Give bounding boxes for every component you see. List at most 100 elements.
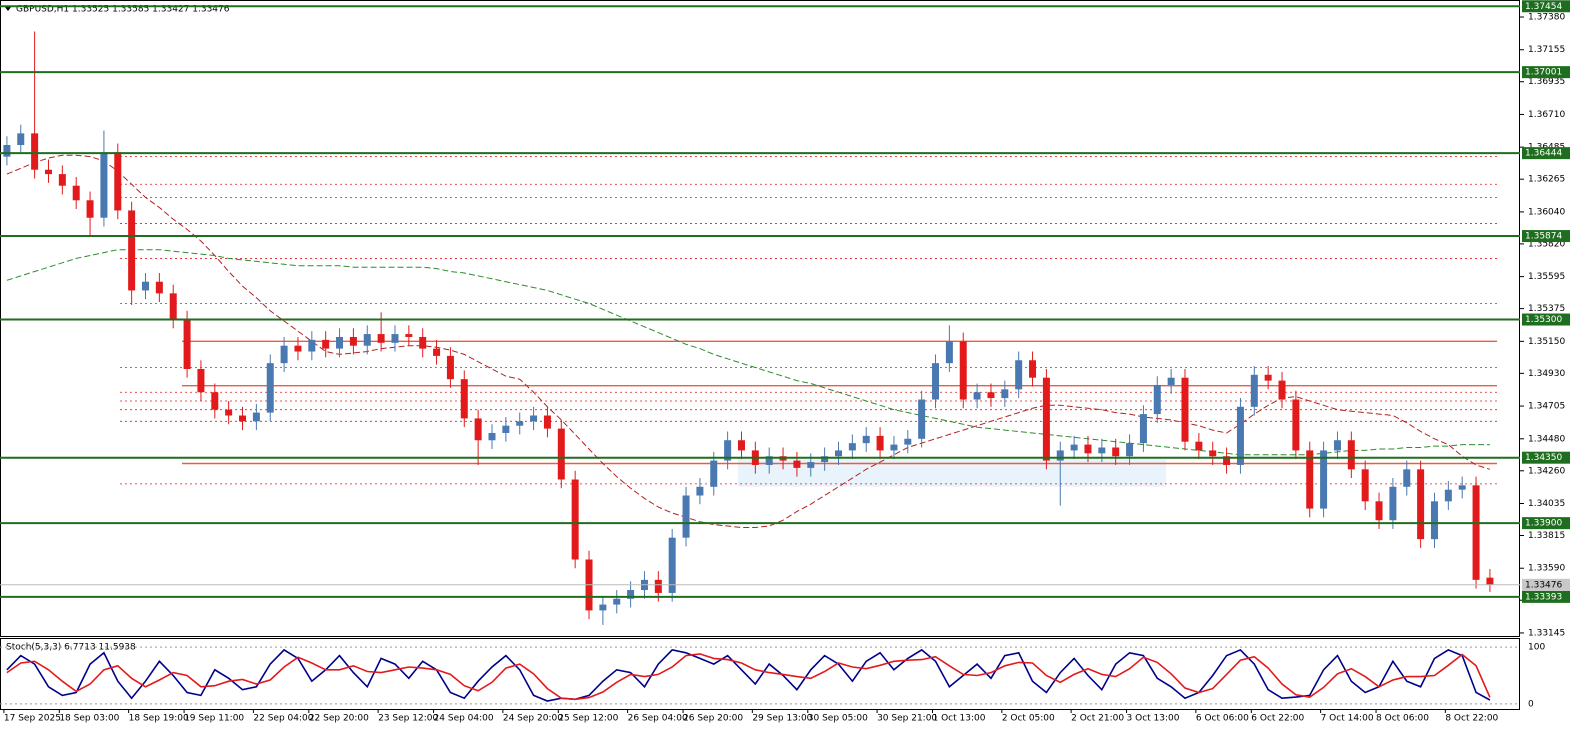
- candle-body: [835, 450, 842, 457]
- candle-body: [1153, 384, 1161, 415]
- y-tick-label: 1.33590: [1528, 564, 1565, 574]
- y-tick-label: 1.35375: [1528, 304, 1565, 314]
- candle-body: [668, 537, 676, 593]
- x-tick-label: 1 Oct 13:00: [933, 714, 986, 724]
- level-label-box: [1522, 147, 1570, 160]
- candle-body: [169, 293, 177, 320]
- candle-body: [294, 345, 302, 352]
- candle-body: [821, 456, 829, 463]
- candle-body: [1458, 485, 1466, 490]
- candle-body: [114, 152, 122, 211]
- candle-body: [1084, 444, 1092, 454]
- candle-body: [1056, 450, 1064, 461]
- level-label-box: [1522, 313, 1570, 326]
- candle-body: [44, 169, 52, 175]
- level-label-box: [1522, 590, 1570, 603]
- y-tick-label: 1.34035: [1528, 499, 1565, 509]
- candle-body: [710, 460, 718, 487]
- level-label: 1.34350: [1525, 453, 1562, 463]
- candle-body: [1126, 443, 1134, 457]
- candle-body: [363, 334, 371, 346]
- y-tick-label: 0: [1528, 699, 1534, 709]
- candle-body: [516, 421, 524, 426]
- candle-body: [1112, 447, 1120, 457]
- candle-body: [183, 319, 191, 369]
- current-price-box: [1522, 578, 1570, 591]
- level-label-box: [1522, 0, 1570, 13]
- candle-body: [488, 432, 496, 441]
- candle-body: [1015, 360, 1023, 390]
- candle-body: [197, 368, 205, 393]
- candle-body: [973, 392, 981, 400]
- x-tick-label: 8 Oct 06:00: [1376, 714, 1429, 724]
- candle-body: [1444, 489, 1452, 502]
- candle-body: [1070, 444, 1078, 451]
- candle-body: [1430, 501, 1438, 540]
- y-tick-label: 1.35150: [1528, 337, 1565, 347]
- candle-body: [266, 363, 274, 413]
- level-label-box: [1522, 66, 1570, 79]
- menu-triangle: [5, 7, 11, 11]
- candle-body: [336, 336, 344, 349]
- candle-body: [876, 435, 884, 451]
- stoch-panel-frame: [0, 638, 1520, 710]
- candle-body: [1264, 374, 1272, 381]
- y-tick-label: 1.37380: [1528, 13, 1565, 23]
- x-tick-label: 18 Sep 19:00: [129, 714, 189, 724]
- y-tick-label: 1.36935: [1528, 77, 1565, 87]
- candle-body: [17, 133, 25, 146]
- y-tick-label: 1.35595: [1528, 272, 1565, 282]
- candle-body: [627, 590, 635, 599]
- candle-body: [322, 339, 330, 349]
- candle-body: [252, 412, 260, 422]
- candle-body: [142, 281, 149, 291]
- candle-body: [1486, 577, 1494, 585]
- candle-body: [1320, 450, 1328, 509]
- y-tick-label: 1.37155: [1528, 45, 1565, 55]
- candle-body: [100, 152, 108, 218]
- candle-body: [1223, 456, 1231, 465]
- candle-body: [155, 281, 163, 294]
- candle-body: [599, 604, 607, 611]
- y-tick-label: 1.34480: [1528, 434, 1565, 444]
- x-tick-label: 6 Oct 22:00: [1251, 714, 1304, 724]
- candle-body: [1042, 377, 1050, 461]
- candle-body: [1417, 469, 1425, 540]
- candle-body: [613, 598, 621, 605]
- y-tick-label: 1.36040: [1528, 207, 1565, 217]
- level-label-box: [1522, 451, 1570, 464]
- candle-body: [225, 409, 233, 416]
- candle-body: [405, 334, 413, 337]
- current-price-label: 1.33476: [1525, 580, 1562, 590]
- candle-body: [433, 348, 441, 356]
- candle-body: [848, 443, 856, 451]
- candle-body: [890, 444, 898, 451]
- level-label: 1.35300: [1525, 315, 1562, 325]
- candle-body: [1181, 377, 1189, 442]
- y-tick-label: 1.33815: [1528, 531, 1565, 541]
- level-label: 1.36444: [1525, 149, 1562, 159]
- candle-body: [1292, 399, 1300, 451]
- level-label: 1.33393: [1525, 592, 1562, 602]
- candle-body: [1001, 389, 1009, 399]
- candle-body: [1403, 469, 1411, 487]
- candle-body: [654, 579, 662, 593]
- y-tick-label: 1.34260: [1528, 466, 1565, 476]
- x-tick-label: 25 Sep 12:00: [558, 714, 618, 724]
- price-panel-frame: [0, 0, 1520, 637]
- candle-body: [932, 363, 940, 400]
- x-tick-label: 3 Oct 13:00: [1127, 714, 1180, 724]
- candle-body: [31, 133, 39, 170]
- level-label-box: [1522, 517, 1570, 530]
- x-tick-label: 22 Sep 04:00: [253, 714, 313, 724]
- chart-title: GBPUSD,H1 1.33525 1.33585 1.33427 1.3347…: [16, 5, 230, 15]
- x-tick-label: 17 Sep 2025: [4, 714, 61, 724]
- candle-body: [86, 200, 94, 218]
- x-tick-label: 8 Oct 22:00: [1445, 714, 1498, 724]
- candle-body: [987, 392, 995, 399]
- y-tick-label: 1.34930: [1528, 369, 1565, 379]
- x-tick-label: 22 Sep 20:00: [309, 714, 369, 724]
- candle-body: [807, 462, 815, 468]
- x-tick-label: 19 Sep 11:00: [184, 714, 244, 724]
- candle-body: [1250, 374, 1258, 407]
